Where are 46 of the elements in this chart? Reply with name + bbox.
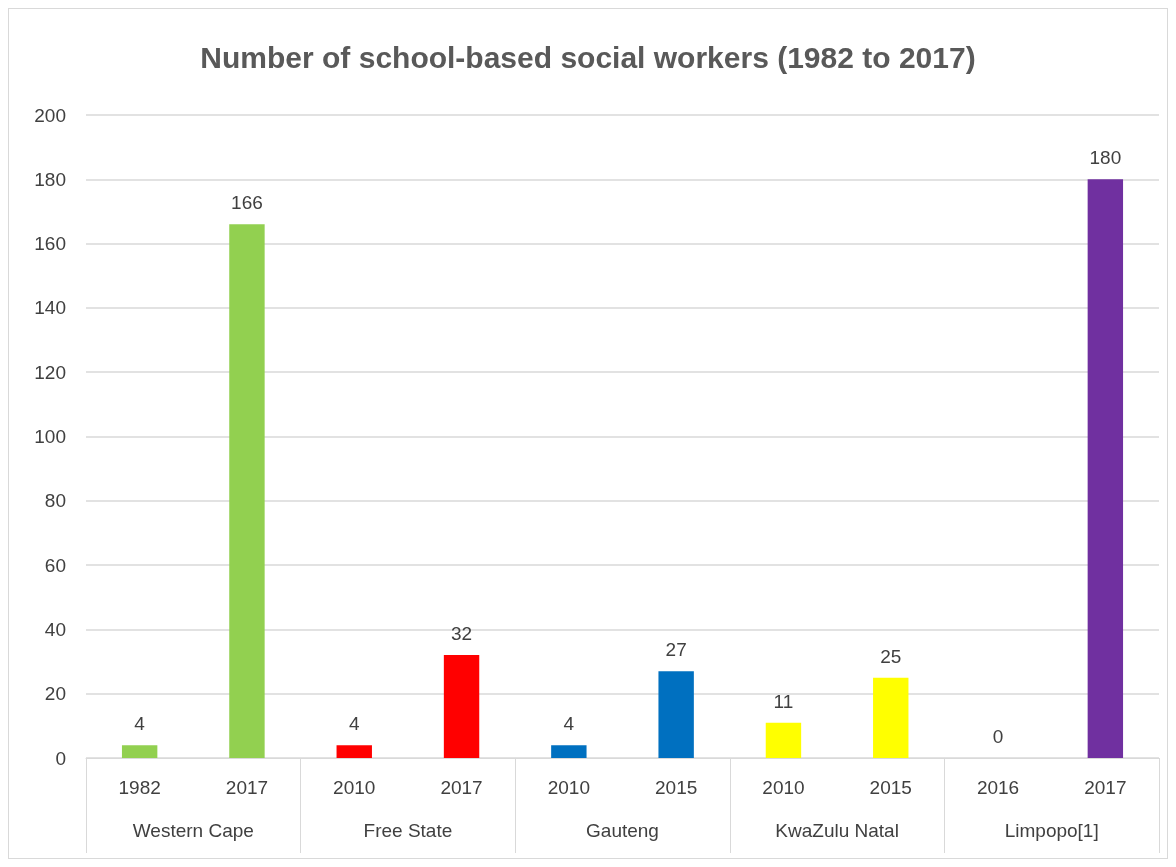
text: Gauteng	[586, 820, 659, 841]
x-tick-label: 2010	[547, 777, 590, 798]
data-label: 166	[231, 192, 263, 214]
data-label: 25	[880, 645, 902, 667]
data-label: 11	[773, 690, 794, 712]
y-tick-label: 200	[34, 104, 66, 126]
y-tick-label: 180	[34, 168, 66, 190]
data-label: 27	[665, 639, 687, 661]
bar	[658, 671, 694, 758]
y-tick-label: 60	[44, 554, 66, 576]
data-label: 0	[992, 726, 1004, 747]
bar	[336, 745, 372, 758]
y-tick-label: 160	[34, 233, 66, 255]
x-tick-label: 2010	[333, 777, 376, 798]
y-tick-label: 40	[44, 618, 66, 640]
text: Western Cape	[132, 820, 254, 841]
x-tick-label: 2015	[869, 777, 912, 798]
x-tick-label: 2017	[225, 777, 269, 798]
x-tick-label: 1982	[118, 777, 161, 798]
y-tick-label: 20	[44, 683, 66, 705]
data-label: 180	[1089, 147, 1122, 169]
data-label: 4	[563, 713, 575, 735]
bar	[229, 224, 265, 758]
x-tick-label: 2017	[1084, 777, 1127, 798]
x-tick-label: 2015	[655, 777, 698, 798]
bar	[873, 677, 909, 758]
y-tick-label: 0	[55, 747, 66, 769]
data-label: 32	[450, 623, 473, 645]
bar	[765, 722, 802, 758]
bar	[1087, 179, 1124, 758]
text: Free State	[363, 820, 453, 841]
x-tick-label: 2016	[976, 777, 1020, 798]
y-tick-label: 120	[34, 361, 66, 383]
text: KwaZulu Natal	[775, 820, 899, 841]
chart-title: Number of school-based social workers (1982 to 2017)	[200, 40, 976, 74]
bar	[443, 655, 480, 758]
y-tick-label: 140	[34, 297, 66, 319]
bar	[121, 745, 158, 758]
text: Limpopo[1]	[1004, 820, 1099, 841]
x-tick-label: 2010	[762, 777, 805, 798]
data-label: 4	[348, 713, 360, 735]
y-tick-label: 100	[34, 426, 66, 447]
y-tick-label: 80	[44, 490, 66, 512]
bar	[551, 745, 587, 758]
data-label: 4	[134, 713, 146, 735]
x-tick-label: 2017	[440, 777, 483, 798]
